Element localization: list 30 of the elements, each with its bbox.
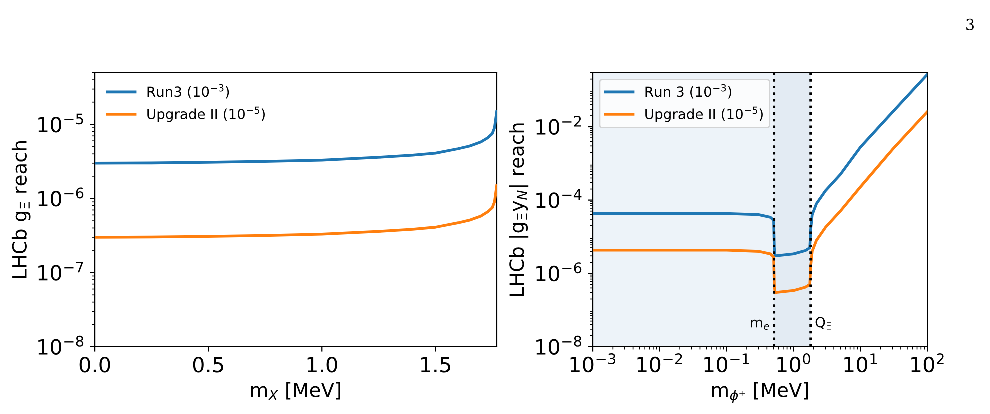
x-axis-title: m$_{X}$ [MeV] [251,382,340,400]
y-tick-label: 10$^{−4}$ [536,189,582,208]
legend-label: Run3 (10$^{−3}$) [148,84,230,99]
y-tick-label: 10$^{−7}$ [38,262,84,281]
y-tick-label: 10$^{−6}$ [38,188,84,207]
text: 3 [966,18,974,30]
y-axis-title: LHCb |g$_{Ξ}$y$_{N}$| reach [509,124,529,296]
x-tick-label: 10$^{−2}$ [638,354,682,373]
y-tick-label: 10$^{−5}$ [38,114,84,133]
x-tick-label: 10$^{1}$ [844,354,878,373]
y-tick-label: 10$^{−8}$ [38,336,84,355]
x-tick-label: 0.5 [193,357,224,373]
line-series [95,184,497,239]
y-tick-label: 10$^{−8}$ [536,336,582,355]
y-axis-title: LHCb g$_{Ξ}$ reach [12,141,31,278]
x-tick-label: 10$^{−1}$ [704,354,750,373]
legend-label: Upgrade II (10$^{−5}$) [646,106,763,122]
x-tick-label: 10$^{−3}$ [570,354,616,373]
legend-label: Run 3 (10$^{−3}$) [646,84,732,99]
ref-line-label: m$_{e}$ [751,320,770,330]
ref-line-label: Q$_{Ξ}$ [816,317,832,330]
x-tick-label: 1.5 [421,357,450,373]
x-tick-label: 10$^{2}$ [912,354,944,373]
x-tick-label: 10$^{0}$ [778,354,810,373]
x-axis-title: m$_{ϕ⁺}$ [MeV] [712,382,808,404]
x-tick-label: 0.0 [80,357,110,373]
y-tick-label: 10$^{−2}$ [536,116,582,136]
x-tick-label: 1.0 [308,357,338,373]
y-tick-label: 10$^{−6}$ [536,262,582,282]
legend-label: Upgrade II (10$^{−5}$) [148,106,265,122]
